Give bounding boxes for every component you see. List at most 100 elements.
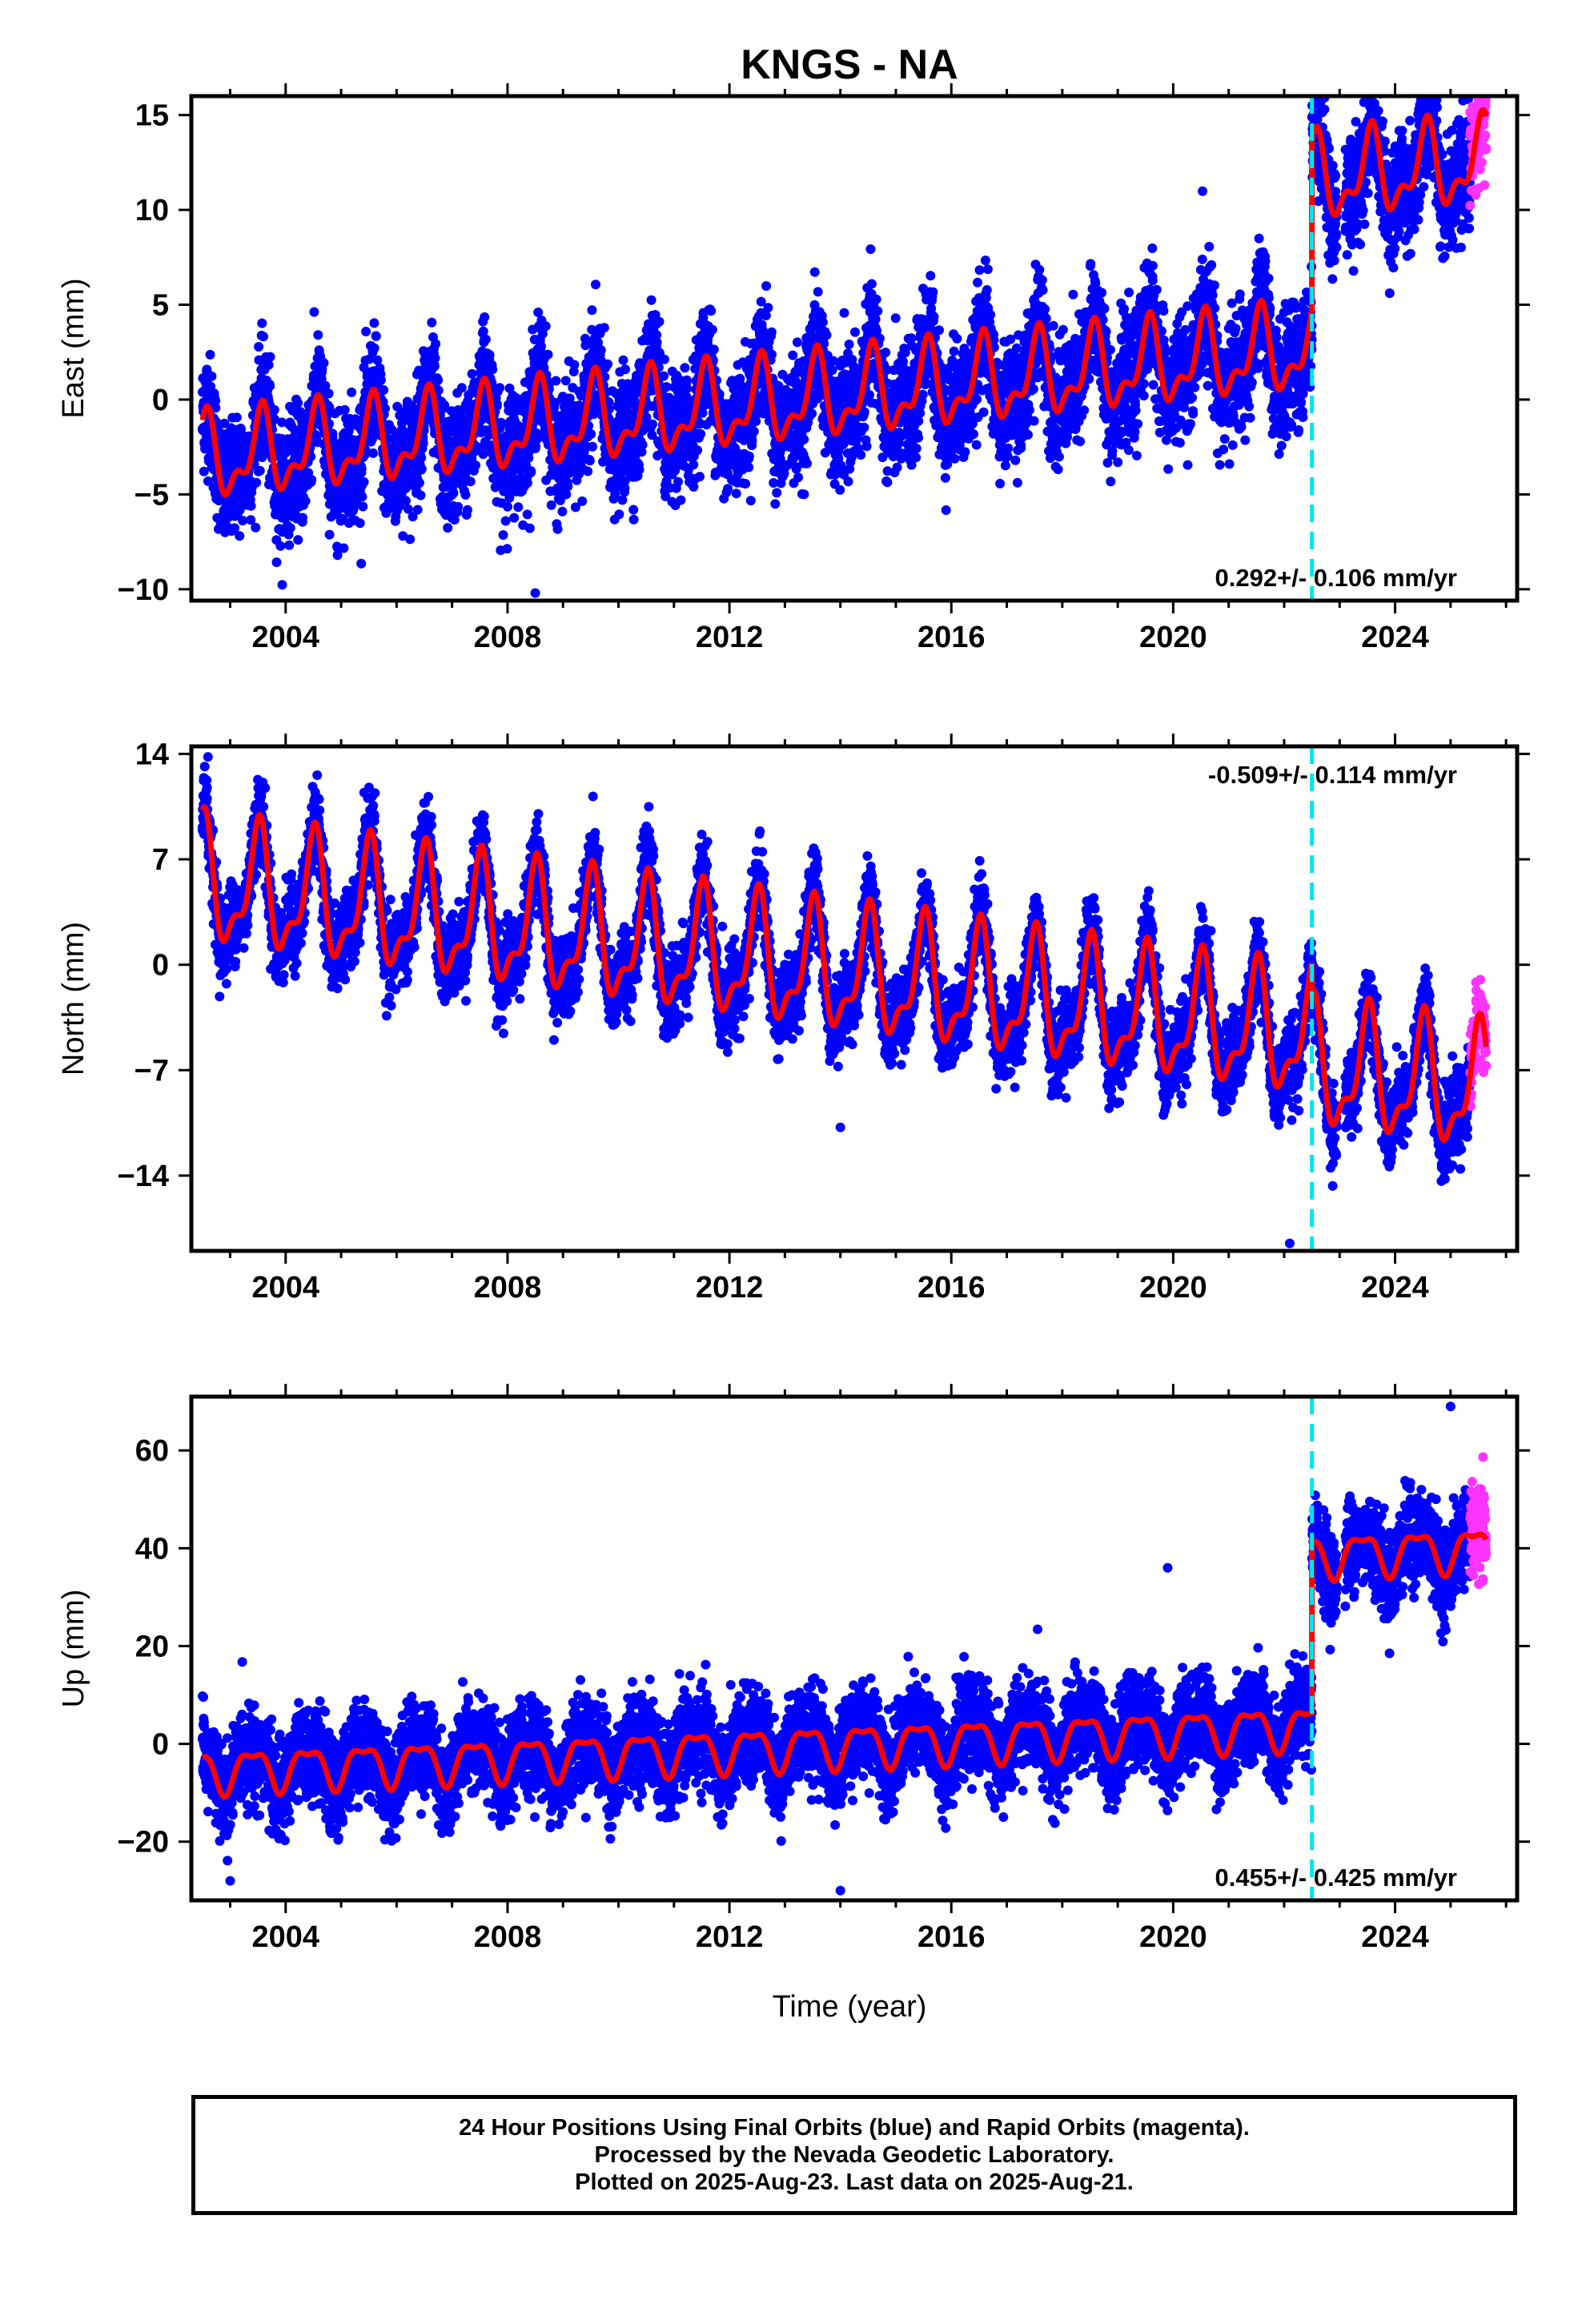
final-point <box>211 396 221 406</box>
final-point <box>313 330 323 340</box>
final-point <box>761 281 772 292</box>
final-point <box>235 531 245 541</box>
final-point <box>682 384 693 394</box>
final-point <box>873 306 883 316</box>
final-point <box>766 327 777 337</box>
final-point <box>416 490 426 501</box>
final-point <box>546 500 556 510</box>
final-point <box>416 452 427 463</box>
final-point <box>498 530 508 540</box>
final-point <box>648 419 657 429</box>
final-point <box>569 360 580 370</box>
final-point <box>211 403 221 413</box>
final-point <box>813 287 823 297</box>
final-point <box>588 441 597 452</box>
final-point <box>707 324 717 335</box>
final-point <box>277 417 287 428</box>
final-point <box>706 306 717 316</box>
final-point <box>323 388 334 399</box>
final-point <box>339 543 349 553</box>
final-point <box>251 522 261 533</box>
final-point <box>270 414 279 424</box>
final-point <box>652 337 662 348</box>
final-point <box>596 345 606 356</box>
final-point <box>427 317 437 328</box>
final-point <box>770 499 781 509</box>
final-point <box>838 439 849 449</box>
final-point <box>952 333 962 344</box>
final-point <box>620 364 630 375</box>
final-point <box>747 436 757 446</box>
final-point <box>859 422 869 432</box>
final-point <box>709 344 719 355</box>
final-point <box>203 476 213 486</box>
final-point <box>356 464 367 474</box>
final-point <box>693 445 703 456</box>
final-point <box>870 314 881 324</box>
final-point <box>551 376 561 386</box>
final-point <box>246 501 256 511</box>
final-point <box>207 371 217 381</box>
final-point <box>285 523 295 533</box>
final-point <box>503 501 512 512</box>
final-point <box>560 376 571 386</box>
final-point <box>456 383 467 393</box>
final-point <box>368 448 378 458</box>
final-point <box>587 305 597 316</box>
chart-title: KNGS - NA <box>741 42 958 88</box>
final-point <box>509 513 520 523</box>
final-point <box>502 544 512 554</box>
final-point <box>950 453 960 464</box>
final-point <box>414 478 424 488</box>
final-point <box>372 355 383 365</box>
final-point <box>799 489 809 500</box>
final-point <box>358 501 368 512</box>
final-point <box>540 321 551 332</box>
final-point <box>392 401 403 412</box>
final-point <box>821 330 832 340</box>
final-point <box>271 557 282 568</box>
final-point <box>839 308 849 318</box>
final-point <box>827 365 837 376</box>
final-point <box>246 515 256 525</box>
final-point <box>741 479 751 489</box>
final-point <box>561 489 572 500</box>
final-point <box>429 361 440 372</box>
final-point <box>926 271 936 281</box>
final-point <box>866 279 877 289</box>
final-point <box>676 495 686 505</box>
final-point <box>465 476 476 487</box>
final-point <box>617 495 628 505</box>
final-point <box>380 404 390 414</box>
final-point <box>586 429 596 439</box>
final-point <box>934 325 944 336</box>
final-point <box>917 389 928 400</box>
final-point <box>881 348 891 358</box>
final-point <box>293 535 303 545</box>
final-point <box>850 327 860 337</box>
final-point <box>433 375 444 385</box>
final-point <box>230 523 240 533</box>
final-point <box>949 346 959 356</box>
final-point <box>563 481 573 492</box>
final-point <box>332 550 343 561</box>
final-point <box>375 375 386 385</box>
final-point <box>254 342 264 352</box>
final-point <box>238 516 248 526</box>
final-point <box>882 477 893 488</box>
final-point <box>255 465 265 476</box>
final-point <box>371 331 381 341</box>
final-point <box>689 460 699 470</box>
final-point <box>628 514 639 525</box>
final-point <box>634 464 644 475</box>
final-point <box>913 432 923 443</box>
final-point <box>265 352 275 362</box>
final-point <box>618 355 628 365</box>
final-point <box>430 353 440 364</box>
final-point <box>395 501 405 512</box>
final-point <box>265 381 275 392</box>
final-point <box>379 385 389 395</box>
final-point <box>277 580 287 590</box>
final-point <box>680 363 690 373</box>
final-point <box>584 456 595 466</box>
